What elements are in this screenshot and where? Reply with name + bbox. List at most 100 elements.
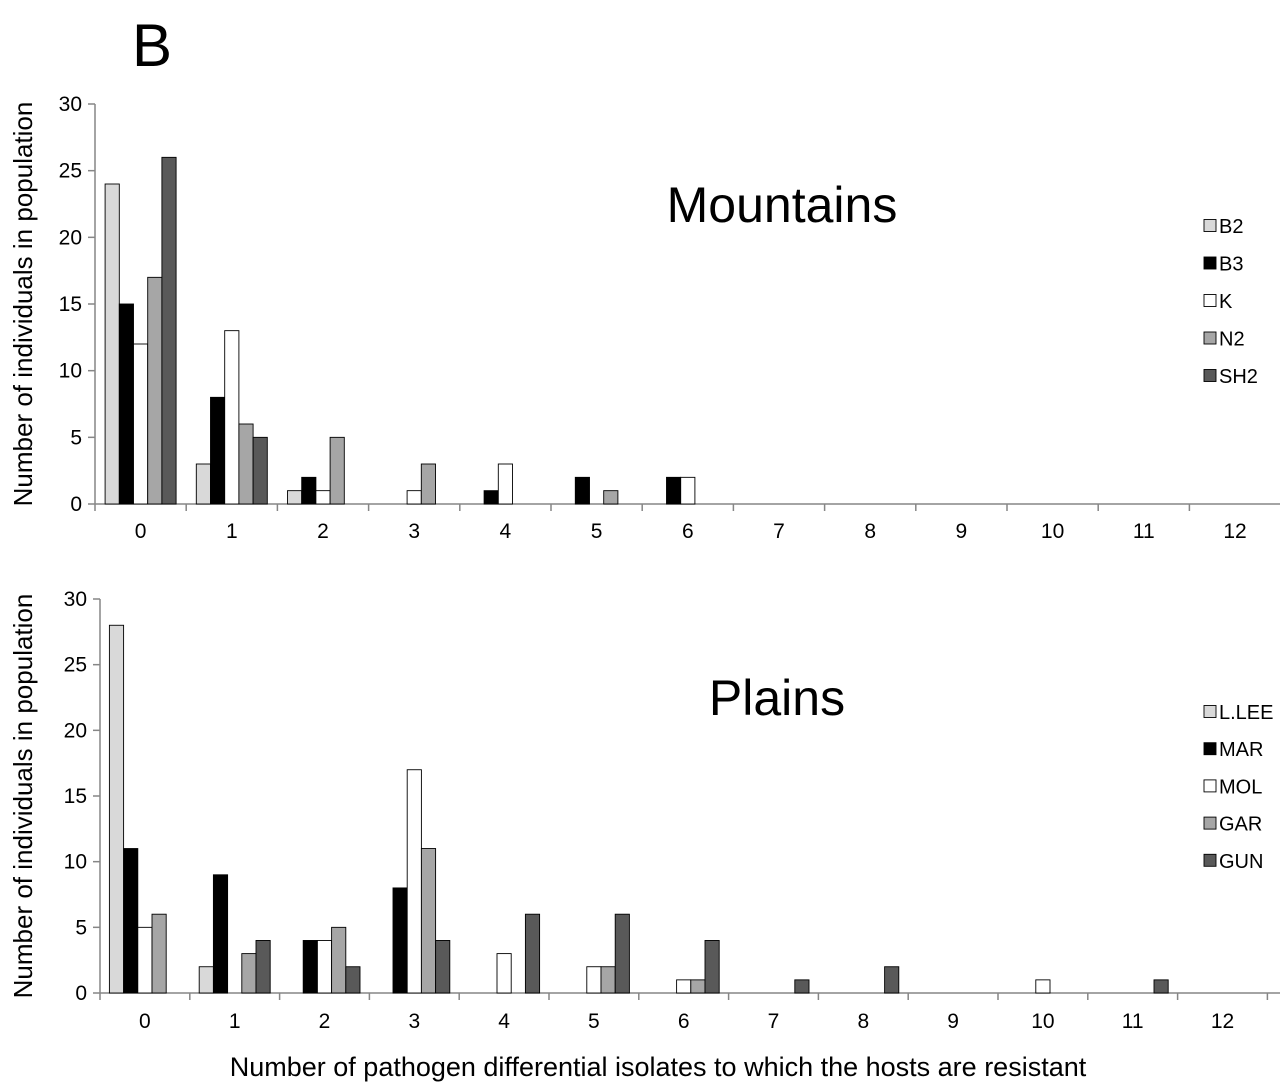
mountains-bar-n2-2 <box>329 436 345 505</box>
plains-bar-gun-3 <box>435 940 451 994</box>
plains-x-tick-label: 12 <box>1211 1010 1234 1033</box>
plains-title: Plains <box>709 670 845 726</box>
plains-bar-gar-0 <box>151 913 167 994</box>
plains-x-tick-label: 7 <box>768 1010 780 1033</box>
plains-bar-gun-8 <box>884 966 900 994</box>
mountains-bar-sh2-0 <box>161 156 177 505</box>
plains-y-tick-label: 0 <box>75 982 87 1005</box>
plains-x-tick-label: 0 <box>139 1010 151 1033</box>
plains-x-tick-label: 3 <box>408 1010 420 1033</box>
plains-bar-mol-4 <box>496 953 512 994</box>
plains-legend-label-llee: L.LEE <box>1219 702 1273 724</box>
mountains-x-tick-label: 4 <box>500 520 512 543</box>
plains-bar-mar-0 <box>123 848 139 994</box>
mountains-y-tick-label: 25 <box>59 160 82 183</box>
plains-bar-mol-5 <box>586 966 602 994</box>
mountains-legend-swatch-sh2 <box>1203 369 1217 382</box>
plains-x-tick-label: 11 <box>1122 1010 1144 1033</box>
plains-bar-gar-1 <box>241 953 257 994</box>
mountains-bar-k-2 <box>315 490 331 505</box>
plains-y-axis-label: Number of individuals in population <box>8 594 38 999</box>
mountains-legend-swatch-n2 <box>1203 331 1217 345</box>
mountains-bar-n2-3 <box>420 463 436 505</box>
mountains-bar-b2-2 <box>287 490 303 505</box>
plains-y-tick-label: 10 <box>64 851 87 874</box>
mountains-y-tick-label: 20 <box>59 226 82 249</box>
plains-legend-label-mol: MOL <box>1219 776 1262 798</box>
panel-label: B <box>132 12 172 79</box>
plains-legend-label-gar: GAR <box>1219 814 1262 836</box>
mountains-title: Mountains <box>667 177 898 233</box>
plains-x-tick-label: 5 <box>588 1010 600 1033</box>
mountains-legend-label-sh2: SH2 <box>1219 366 1258 388</box>
plains-bar-gar-6 <box>690 979 706 994</box>
mountains-x-tick-label: 12 <box>1223 520 1246 543</box>
mountains-x-tick-label: 9 <box>956 520 968 543</box>
plains-legend-label-mar: MAR <box>1219 739 1263 761</box>
plains-bar-gun-4 <box>524 913 541 994</box>
plains-bar-gun-7 <box>794 979 810 994</box>
mountains-x-tick-label: 11 <box>1133 520 1155 543</box>
plains-y-tick-label: 20 <box>64 719 87 742</box>
plains-bar-mar-3 <box>392 887 408 994</box>
plains-x-tick-label: 8 <box>857 1010 869 1033</box>
plains-bar-gun-6 <box>704 940 720 994</box>
plains-bar-mol-6 <box>676 979 692 994</box>
plains-bar-llee-0 <box>108 624 125 994</box>
mountains-x-tick-label: 3 <box>408 520 420 543</box>
mountains-x-tick-label: 7 <box>773 520 785 543</box>
mountains-y-tick-label: 5 <box>70 426 82 449</box>
plains-bar-mol-2 <box>316 940 333 994</box>
mountains-legend-label-n2: N2 <box>1219 329 1245 351</box>
mountains-y-tick-label: 10 <box>59 360 82 383</box>
mountains-x-tick-label: 10 <box>1041 520 1064 543</box>
plains-y-tick-label: 5 <box>75 916 87 939</box>
plains-y-tick-label: 30 <box>64 588 87 611</box>
mountains-bar-b3-5 <box>574 476 590 505</box>
mountains-x-tick-label: 0 <box>135 520 147 543</box>
mountains-x-tick-label: 5 <box>591 520 603 543</box>
plains-x-tick-label: 6 <box>678 1010 690 1033</box>
plains-bar-gun-5 <box>614 913 630 994</box>
plains-bar-gar-3 <box>420 848 437 994</box>
mountains-y-tick-label: 30 <box>59 93 82 116</box>
plains-bar-mol-10 <box>1035 979 1051 994</box>
mountains-bar-k-4 <box>497 463 513 505</box>
plains-x-tick-label: 2 <box>319 1010 331 1033</box>
mountains-bar-n2-1 <box>238 423 254 505</box>
plains-x-tick-label: 9 <box>947 1010 959 1033</box>
plains-bar-mar-2 <box>302 940 318 994</box>
mountains-y-tick-label: 0 <box>70 493 82 516</box>
mountains-bar-b3-6 <box>666 476 682 505</box>
mountains-x-tick-label: 6 <box>682 520 694 543</box>
plains-legend-swatch-mar <box>1203 742 1217 756</box>
plains-legend-swatch-gar <box>1203 816 1217 830</box>
plains-bar-gun-2 <box>345 966 361 994</box>
mountains-bar-b2-0 <box>104 183 120 505</box>
plains-bar-llee-1 <box>198 966 214 994</box>
plains-x-tick-label: 10 <box>1031 1010 1054 1033</box>
plains-x-tick-label: 1 <box>229 1010 241 1033</box>
plains-bar-gun-1 <box>255 940 271 994</box>
plains-bar-mol-0 <box>137 926 153 994</box>
x-axis-label: Number of pathogen differential isolates… <box>230 1052 1087 1082</box>
mountains-bar-b3-4 <box>483 490 499 505</box>
mountains-legend-swatch-k <box>1203 294 1217 307</box>
mountains-legend-label-b3: B3 <box>1219 254 1243 276</box>
plains-bar-mar-1 <box>212 874 229 994</box>
plains-bar-gun-11 <box>1153 979 1169 994</box>
mountains-legend-swatch-b3 <box>1203 256 1217 270</box>
plains-bar-gar-2 <box>331 926 347 994</box>
plains-y-tick-label: 25 <box>64 654 87 677</box>
plains-x-tick-label: 4 <box>498 1010 510 1033</box>
mountains-x-tick-label: 2 <box>317 520 329 543</box>
mountains-legend-label-b2: B2 <box>1219 216 1243 238</box>
mountains-bar-b2-1 <box>195 463 211 505</box>
mountains-bar-b3-0 <box>118 303 134 505</box>
mountains-bar-k-6 <box>680 476 696 505</box>
plains-legend-swatch-gun <box>1203 853 1217 867</box>
plains-bar-mol-3 <box>406 769 422 994</box>
mountains-x-tick-label: 1 <box>226 520 238 543</box>
